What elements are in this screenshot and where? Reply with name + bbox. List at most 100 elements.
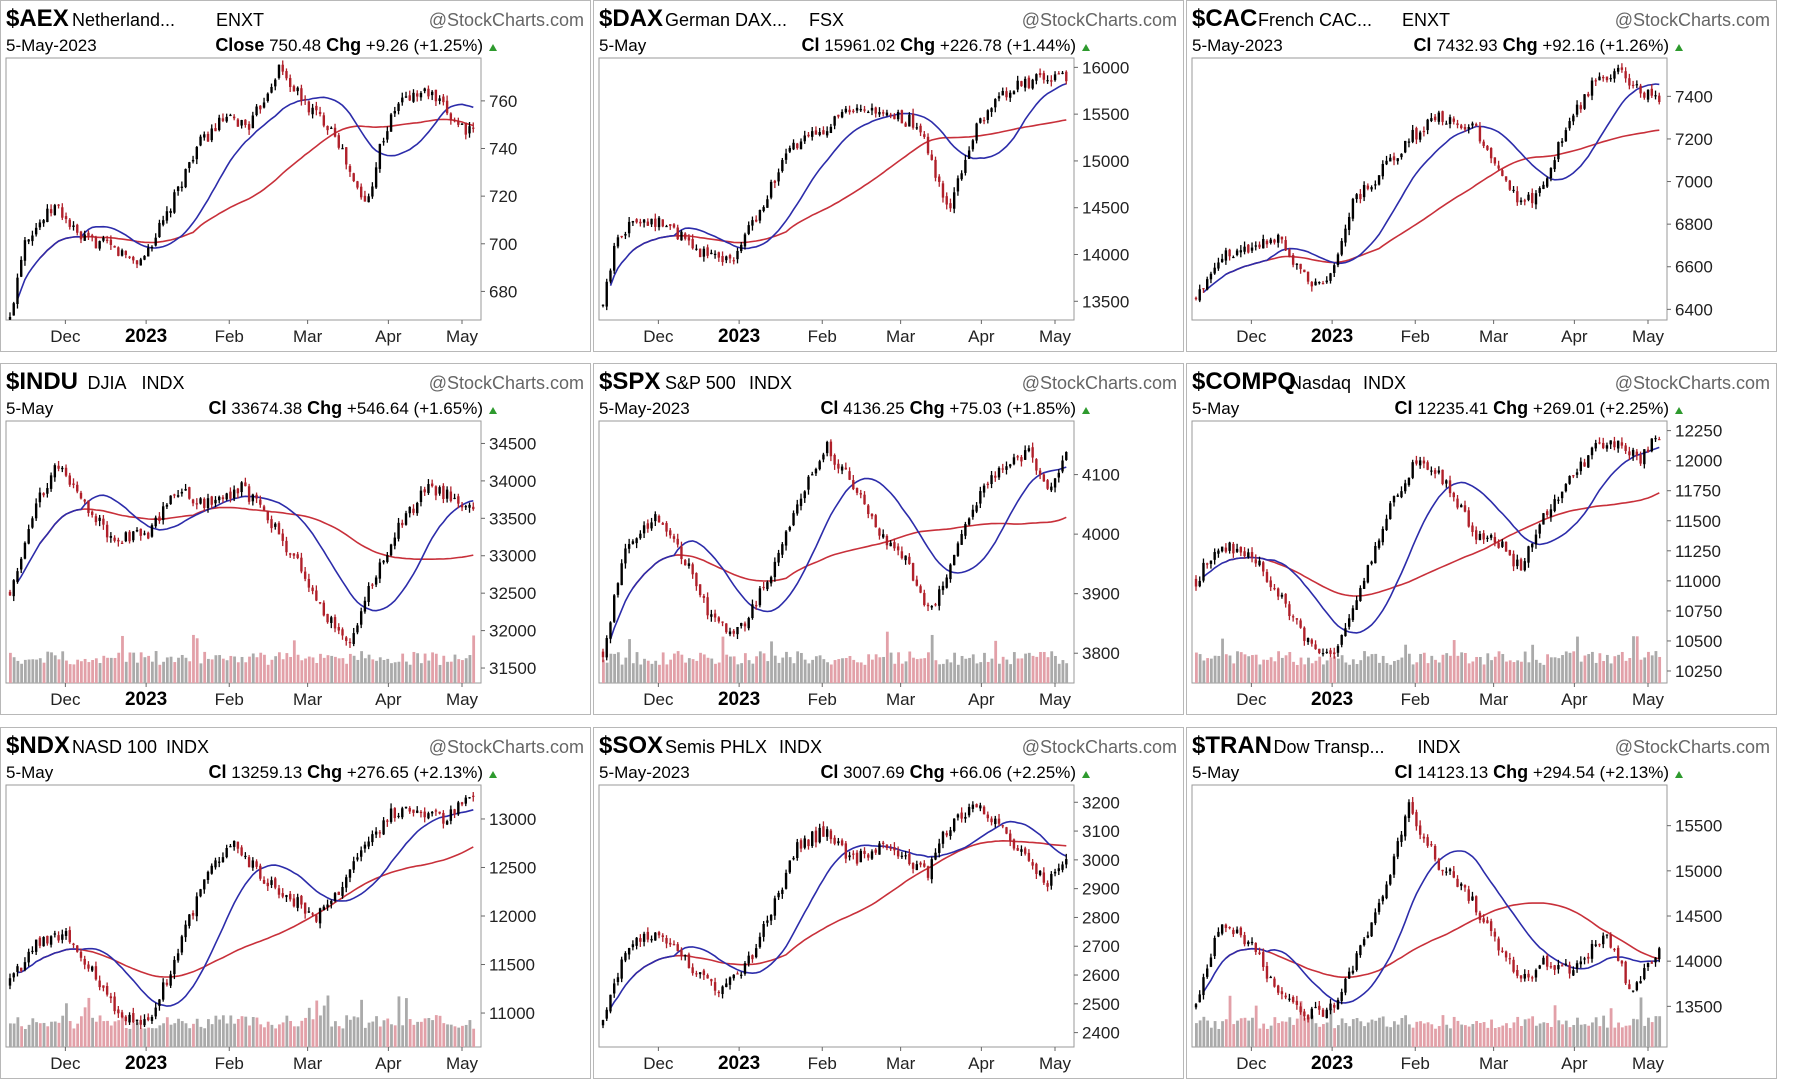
volume-bar	[195, 638, 199, 683]
volume-bar	[248, 656, 251, 683]
candle-body	[1370, 561, 1373, 564]
candle-body	[251, 115, 255, 129]
candle-body	[1016, 80, 1019, 90]
candle-body	[1347, 971, 1351, 979]
candle-body	[867, 111, 870, 114]
candle-body	[49, 209, 53, 214]
volume-bar	[1460, 1024, 1464, 1047]
candle-body	[1452, 871, 1455, 878]
candle-body	[292, 553, 296, 556]
volume-bar	[654, 660, 658, 683]
candle-body	[1012, 839, 1016, 849]
candle-body	[1557, 142, 1560, 160]
volume-bar	[1531, 1016, 1535, 1047]
candle-body	[378, 832, 382, 834]
volume-bar	[207, 1019, 210, 1047]
candle-body	[1587, 93, 1590, 97]
candle-body	[322, 906, 326, 911]
volume-bar	[956, 664, 960, 683]
candle-body	[635, 219, 638, 223]
candle-body	[762, 923, 765, 937]
candle-body	[408, 807, 411, 812]
volume-bar	[1228, 995, 1232, 1047]
candle-body	[683, 560, 687, 566]
candle-body	[1269, 580, 1272, 588]
candle-body	[601, 304, 605, 306]
volume-bar	[419, 663, 423, 683]
candle-body	[982, 485, 986, 493]
candle-body	[430, 483, 434, 487]
candle-body	[464, 797, 467, 804]
y-tick-label: 2900	[1082, 880, 1120, 899]
moving-average-long	[1225, 492, 1660, 597]
volume-bar	[296, 654, 300, 683]
candle-body	[1258, 952, 1261, 954]
candle-body	[423, 88, 426, 92]
candle-body	[221, 118, 225, 121]
candle-body	[401, 522, 404, 526]
candle-body	[1209, 560, 1213, 564]
candle-body	[397, 103, 400, 111]
volume-bar	[124, 661, 128, 683]
candle-body	[1512, 189, 1515, 192]
candle-body	[1366, 935, 1370, 938]
x-tick-label: 2023	[125, 689, 167, 710]
volume-bar	[1430, 1024, 1434, 1047]
candle-body	[814, 830, 818, 843]
candle-body	[844, 467, 848, 470]
candle-body	[173, 959, 176, 975]
candle-body	[1206, 279, 1209, 290]
chg-value: +75.03 (+1.85%)	[945, 399, 1076, 418]
candle-body	[64, 216, 68, 220]
candle-body	[1534, 970, 1538, 978]
candle-body	[650, 522, 653, 529]
volume-bar	[1254, 654, 1258, 683]
volume-bar	[1426, 1022, 1430, 1047]
candle-body	[270, 519, 273, 529]
candle-body	[1299, 1006, 1302, 1013]
candle-body	[1475, 896, 1478, 913]
candle-body	[322, 602, 326, 616]
x-tick-label: May	[1039, 690, 1072, 709]
candle-body	[1519, 200, 1523, 203]
y-tick-label: 760	[489, 92, 517, 111]
volume-bar	[57, 1022, 61, 1047]
candle-body	[811, 131, 814, 137]
volume-bar	[755, 656, 758, 683]
candle-body	[743, 234, 747, 247]
candle-body	[601, 651, 605, 658]
volume-bar	[1441, 654, 1445, 683]
volume-bar	[386, 658, 390, 683]
candle-body	[1213, 552, 1216, 560]
candle-body	[442, 812, 445, 824]
volume-bars	[9, 634, 476, 683]
volume-bar	[1224, 1019, 1228, 1047]
candle-body	[236, 488, 240, 494]
candle-body	[460, 505, 464, 508]
volume-bar	[1239, 652, 1243, 683]
candle-body	[923, 134, 926, 137]
volume-bar	[68, 664, 72, 683]
volume-bar	[20, 1026, 24, 1047]
volume-bar	[240, 656, 244, 683]
candle-body	[1650, 962, 1653, 964]
candle-body	[1620, 67, 1624, 70]
candle-body	[893, 542, 896, 549]
candle-body	[427, 88, 430, 97]
y-tick-label: 14500	[1082, 199, 1129, 218]
candle-body	[713, 982, 717, 991]
candle-body	[1508, 550, 1512, 556]
candle-body	[721, 621, 724, 623]
volume-bar	[438, 664, 442, 683]
candle-body	[758, 936, 762, 948]
volume-bar	[225, 1023, 229, 1047]
candle-body	[195, 503, 198, 505]
candle-body	[416, 503, 419, 514]
volume-bar	[405, 661, 408, 683]
candle-body	[1508, 958, 1512, 960]
candle-body	[318, 602, 322, 604]
volume-bar	[147, 1027, 151, 1047]
candle-body	[661, 935, 664, 937]
candle-body	[236, 119, 240, 127]
candle-body	[296, 897, 299, 908]
